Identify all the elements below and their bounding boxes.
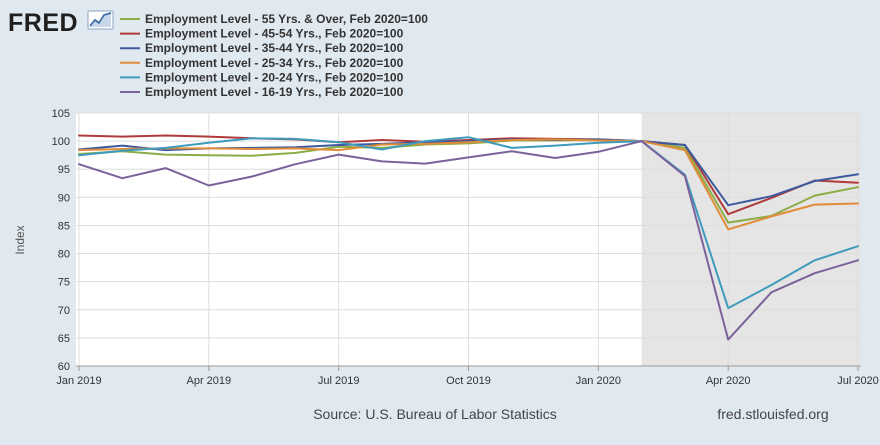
legend-label: Employment Level - 55 Yrs. & Over, Feb 2… [145,12,428,26]
x-tick-label: Jul 2019 [318,375,360,387]
x-tick-label: Apr 2019 [187,375,232,387]
legend-item[interactable]: Employment Level - 55 Yrs. & Over, Feb 2… [120,12,428,26]
y-tick-label: 80 [58,249,70,261]
y-tick-label: 75 [58,277,70,289]
legend-label: Employment Level - 20-24 Yrs., Feb 2020=… [145,70,404,84]
x-tick-label: Oct 2019 [446,375,491,387]
y-tick-label: 105 [52,108,70,120]
y-tick-label: 100 [52,136,70,148]
legend-label: Employment Level - 45-54 Yrs., Feb 2020=… [145,27,404,41]
y-tick-label: 65 [58,333,70,345]
legend: Employment Level - 55 Yrs. & Over, Feb 2… [120,12,428,99]
y-tick-label: 95 [58,164,70,176]
y-axis-title: Index [13,225,27,254]
x-axis-ticks: Jan 2019 Apr 2019 Jul 2019 Oct 2019 Jan 2020… [56,365,879,387]
y-tick-label: 70 [58,305,70,317]
legend-item[interactable]: Employment Level - 45-54 Yrs., Feb 2020=… [120,27,404,41]
legend-label: Employment Level - 16-19 Yrs., Feb 2020=… [145,85,404,99]
fred-logo[interactable]: FRED [8,9,114,37]
y-tick-label: 85 [58,220,70,232]
x-tick-label: Jul 2020 [837,375,879,387]
fred-logo-text: FRED [8,9,78,37]
x-tick-label: Jan 2020 [576,375,621,387]
legend-item[interactable]: Employment Level - 25-34 Yrs., Feb 2020=… [120,56,404,70]
legend-item[interactable]: Employment Level - 20-24 Yrs., Feb 2020=… [120,70,404,84]
y-tick-label: 60 [58,361,70,373]
source-note: Source: U.S. Bureau of Labor Statistics [313,406,557,422]
y-axis-ticks: 60 65 70 75 80 85 90 95 100 105 [52,108,70,373]
series-lines [78,134,859,341]
x-tick-label: Jan 2019 [56,375,101,387]
series-line-5[interactable] [78,136,859,310]
fred-url[interactable]: fred.stlouisfed.org [717,406,828,422]
series-line-6[interactable] [78,140,859,341]
legend-item[interactable]: Employment Level - 35-44 Yrs., Feb 2020=… [120,41,404,55]
legend-label: Employment Level - 25-34 Yrs., Feb 2020=… [145,56,404,70]
y-tick-label: 90 [58,192,70,204]
line-chart-icon [87,10,114,30]
x-tick-label: Apr 2020 [706,375,751,387]
series-line-1[interactable] [78,139,859,224]
recession-shading [641,113,861,366]
series-line-2[interactable] [78,134,859,216]
legend-item[interactable]: Employment Level - 16-19 Yrs., Feb 2020=… [120,85,404,99]
legend-label: Employment Level - 35-44 Yrs., Feb 2020=… [145,41,404,55]
series-line-4[interactable] [78,138,859,231]
